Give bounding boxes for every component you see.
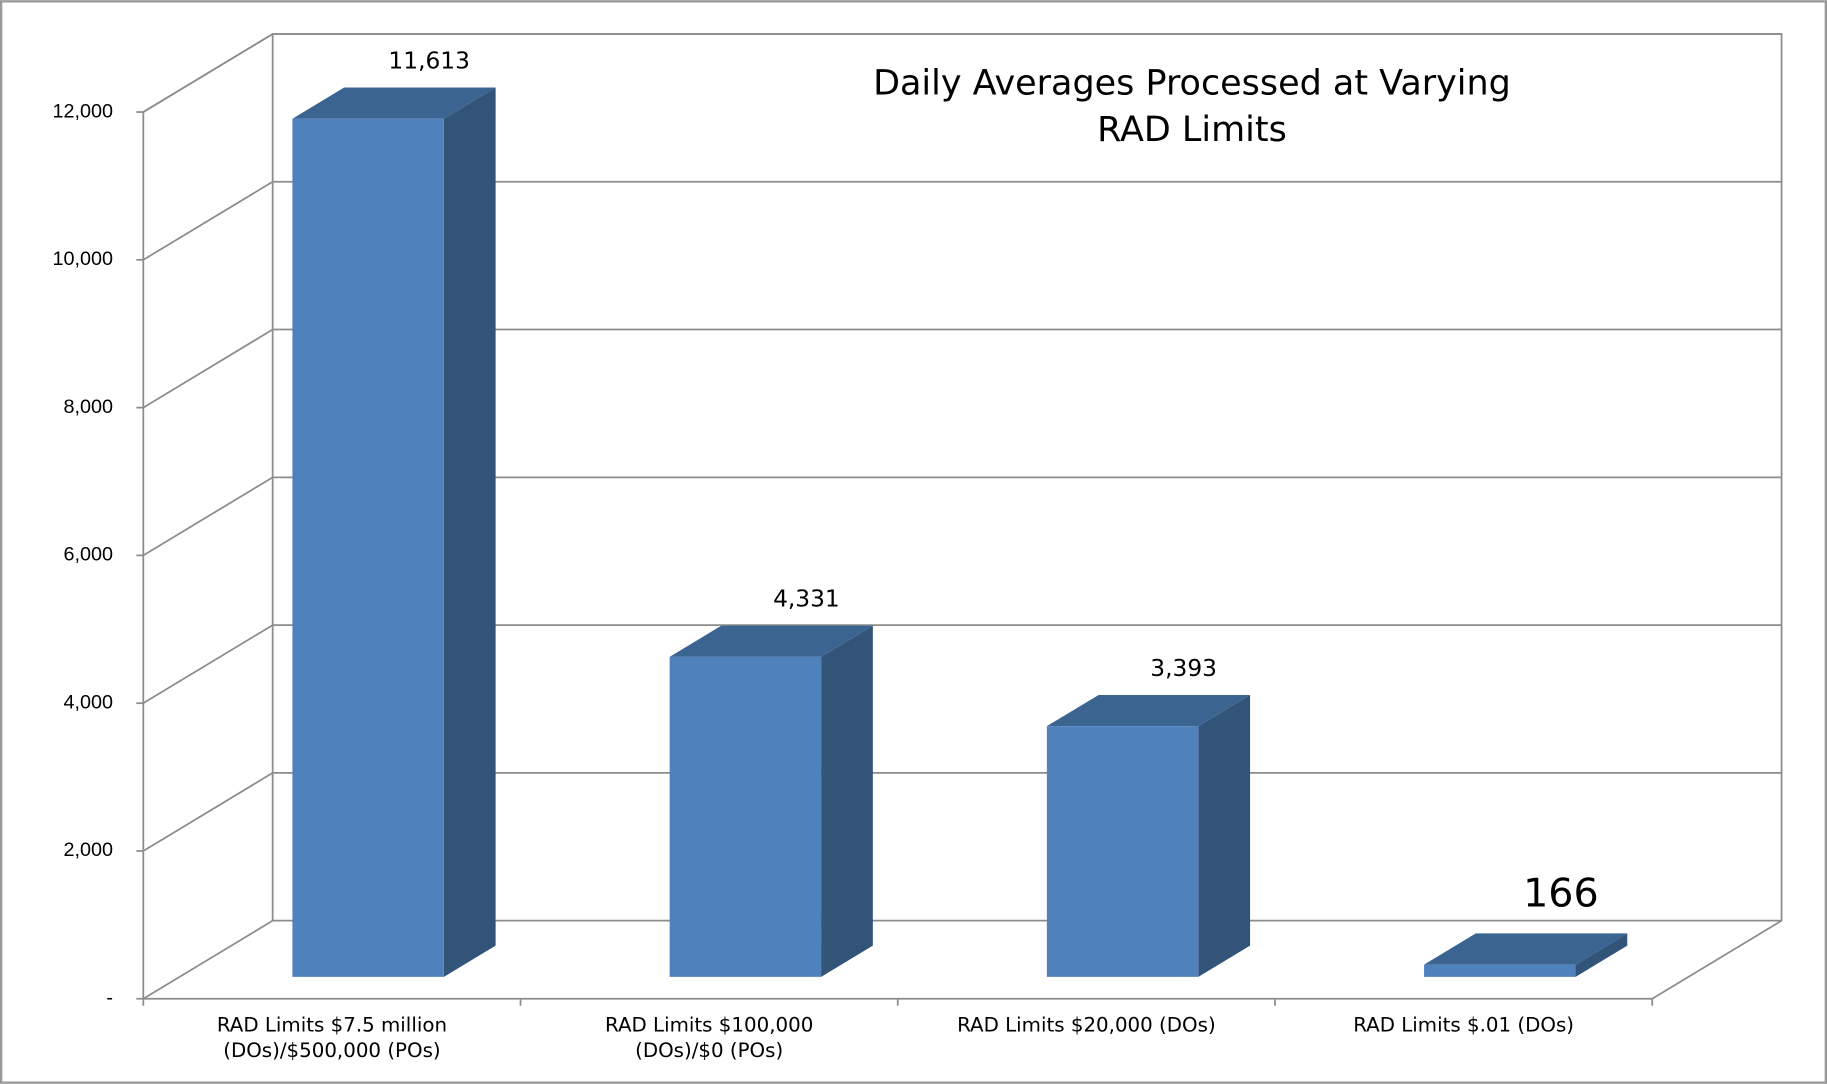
value-label: 3,393: [1150, 655, 1217, 682]
bar: [669, 625, 873, 977]
grid-line: [142, 33, 1782, 113]
bar-front: [669, 656, 822, 977]
x-label-box: RAD Limits $20,000 (DOs): [957, 1013, 1216, 1038]
x-label-box: RAD Limits $7.5 million (DOs)/$500,000 (…: [216, 1013, 448, 1063]
bar-top: [1424, 933, 1628, 965]
x-tick-label: RAD Limits $7.5 million (DOs)/$500,000 (…: [216, 1013, 448, 1063]
bar-top: [1046, 694, 1251, 727]
x-tick-label: RAD Limits $100,000 (DOs)/$0 (POs): [605, 1013, 814, 1063]
y-tick-label: -: [106, 987, 113, 1009]
value-label: 4,331: [773, 586, 840, 613]
x-tick-label: RAD Limits $.01 (DOs): [1353, 1013, 1575, 1038]
grid-line: [142, 624, 1782, 704]
y-tick-label: 12,000: [52, 100, 113, 122]
bar: [1046, 694, 1251, 977]
value-label: 11,613: [388, 47, 470, 74]
value-label: 166: [1523, 871, 1599, 917]
y-tick-label: 10,000: [52, 248, 113, 270]
bar-top: [292, 87, 496, 119]
x-tick-label: RAD Limits $20,000 (DOs): [957, 1013, 1216, 1038]
grid-line: [142, 772, 1782, 852]
grid-line: [142, 328, 1782, 409]
bar-front: [292, 118, 444, 977]
bar-front: [1424, 964, 1576, 977]
grid-line: [142, 919, 1782, 1000]
title-box: Daily Averages Processed at Varying RAD …: [873, 63, 1511, 151]
y-tick-label: 6,000: [63, 544, 113, 566]
x-label-box: RAD Limits $.01 (DOs): [1353, 1013, 1575, 1038]
y-tick-label: 2,000: [63, 839, 113, 861]
bar-side: [821, 625, 873, 977]
bar-front: [1046, 726, 1199, 977]
bar-side: [1575, 933, 1628, 977]
chart-title: Daily Averages Processed at Varying RAD …: [873, 63, 1511, 151]
bar-side: [443, 87, 496, 977]
grid-line: [142, 180, 1782, 261]
bar: [292, 87, 496, 977]
grid-line: [142, 476, 1782, 557]
bar-side: [1198, 694, 1251, 977]
bar-top: [669, 625, 873, 657]
y-tick-label: 4,000: [63, 691, 113, 713]
bar: [1424, 933, 1628, 977]
x-label-box: RAD Limits $100,000 (DOs)/$0 (POs): [605, 1013, 814, 1063]
y-tick-label: 8,000: [63, 396, 113, 418]
